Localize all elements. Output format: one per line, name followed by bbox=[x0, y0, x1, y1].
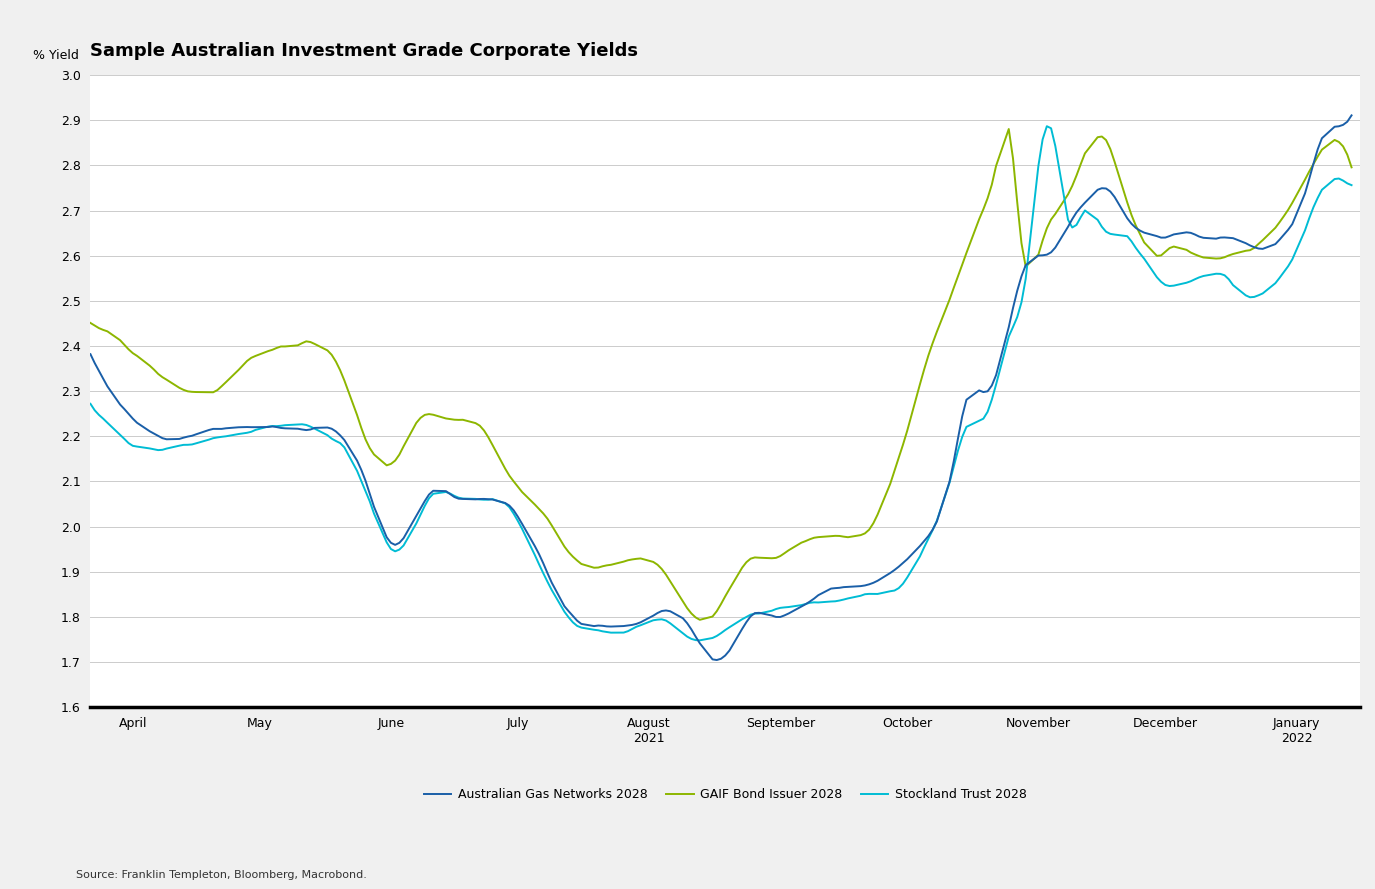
Line: Stockland Trust 2028: Stockland Trust 2028 bbox=[91, 126, 1352, 640]
Line: GAIF Bond Issuer 2028: GAIF Bond Issuer 2028 bbox=[91, 129, 1352, 620]
Text: Source: Franklin Templeton, Bloomberg, Macrobond.: Source: Franklin Templeton, Bloomberg, M… bbox=[76, 870, 367, 880]
Line: Australian Gas Networks 2028: Australian Gas Networks 2028 bbox=[91, 116, 1352, 660]
Text: % Yield: % Yield bbox=[33, 50, 80, 62]
Text: Sample Australian Investment Grade Corporate Yields: Sample Australian Investment Grade Corpo… bbox=[91, 42, 638, 60]
Legend: Australian Gas Networks 2028, GAIF Bond Issuer 2028, Stockland Trust 2028: Australian Gas Networks 2028, GAIF Bond … bbox=[419, 783, 1031, 806]
